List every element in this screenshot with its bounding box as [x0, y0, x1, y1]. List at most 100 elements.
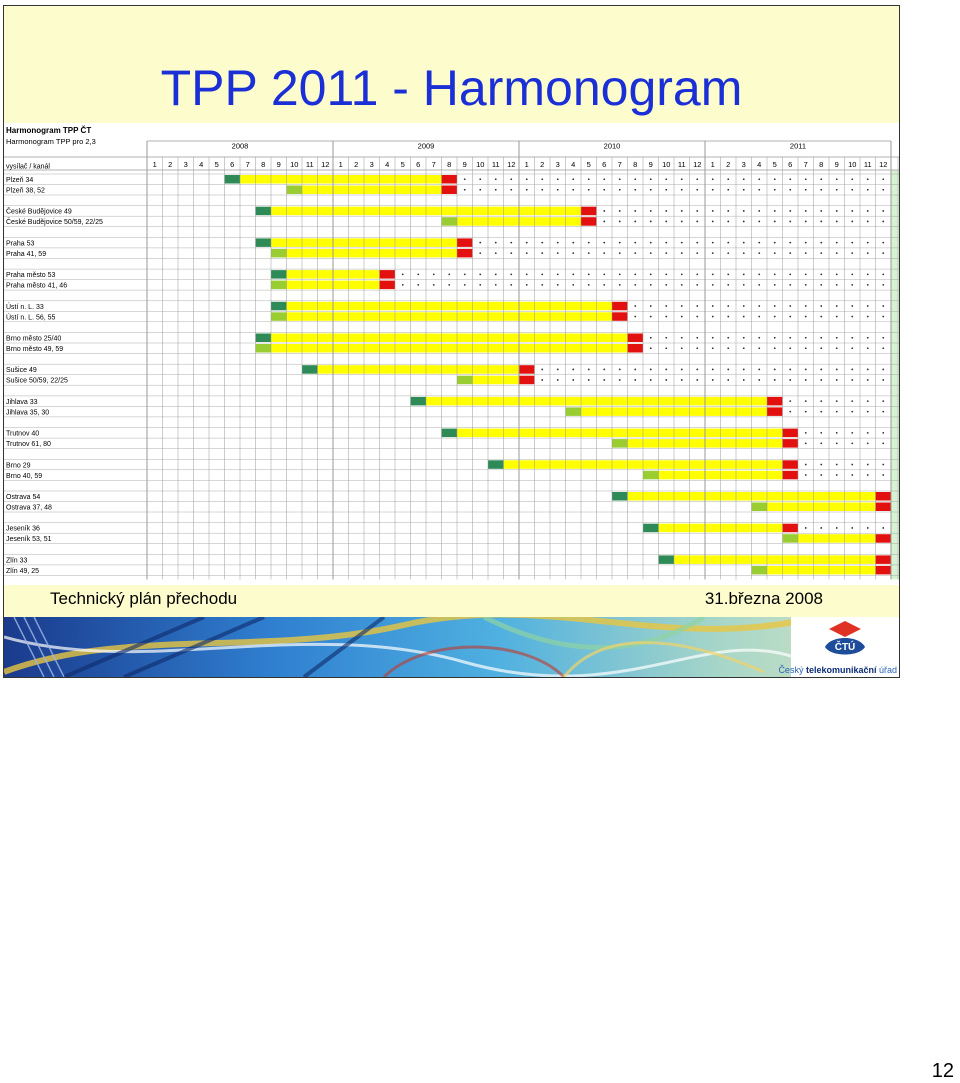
post-switch-marker: [835, 305, 838, 307]
post-switch-marker: [587, 283, 590, 286]
transition-start-cell: [302, 365, 318, 374]
schedule-sheet: Harmonogram TPP ČT Harmonogram TPP pro 2,…: [4, 123, 899, 585]
post-switch-marker: [773, 305, 776, 307]
post-switch-marker: [696, 315, 699, 318]
station-label: Brno 29: [6, 462, 31, 469]
transition-start-cell: [271, 312, 287, 321]
post-switch-marker: [727, 336, 730, 339]
post-switch-marker: [494, 273, 497, 276]
post-switch-marker: [866, 283, 869, 286]
month-label: 8: [447, 160, 451, 169]
post-switch-marker: [665, 252, 668, 255]
month-label: 9: [649, 160, 653, 169]
post-switch-marker: [649, 241, 652, 244]
post-switch-marker: [851, 178, 854, 181]
station-label: Ostrava 54: [6, 494, 40, 501]
station-label: Trutnov 40: [6, 431, 39, 438]
station-label: Jihlava 35, 30: [6, 409, 49, 416]
post-switch-marker: [820, 315, 823, 318]
logo-caption: Český telekomunikační úřad: [778, 665, 897, 675]
post-switch-marker: [758, 220, 761, 223]
post-switch-marker: [820, 442, 823, 445]
post-switch-marker: [727, 283, 730, 286]
post-switch-marker: [851, 336, 854, 339]
switch-off-cell: [457, 248, 473, 258]
post-switch-marker: [587, 252, 590, 255]
station-label: Plzeň 38, 52: [6, 188, 45, 195]
post-switch-marker: [835, 463, 838, 466]
transition-start-cell: [457, 375, 473, 385]
ctu-logo-icon: ČTÚ: [825, 621, 865, 655]
post-switch-marker: [835, 188, 838, 191]
switch-off-cell: [875, 492, 891, 501]
footer-band: Technický plán přechodu 31.března 2008: [4, 585, 899, 617]
month-label: 1: [711, 160, 715, 169]
post-switch-marker: [603, 273, 606, 276]
post-switch-marker: [773, 379, 776, 381]
station-label: Jeseník 53, 51: [6, 536, 52, 543]
post-switch-marker: [696, 305, 699, 307]
transition-start-cell: [271, 248, 287, 258]
post-switch-marker: [634, 188, 637, 191]
footer-left-text: Technický plán přechodu: [50, 589, 238, 608]
post-switch-marker: [882, 368, 885, 371]
post-switch-marker: [572, 252, 575, 255]
post-switch-marker: [665, 178, 668, 181]
post-switch-marker: [804, 220, 807, 223]
post-switch-marker: [851, 252, 854, 255]
post-switch-marker: [541, 252, 544, 255]
post-switch-marker: [789, 188, 792, 191]
post-switch-marker: [820, 273, 823, 276]
post-switch-marker: [727, 315, 730, 318]
parallel-broadcast-bar: [271, 333, 628, 342]
post-switch-marker: [882, 527, 885, 529]
switch-off-cell: [627, 333, 643, 342]
month-label: 2: [354, 160, 358, 169]
post-switch-marker: [649, 273, 652, 276]
station-label: Plzeň 34: [6, 177, 33, 184]
post-switch-marker: [556, 283, 559, 286]
station-label: Ostrava 37, 48: [6, 505, 52, 512]
parallel-broadcast-bar: [286, 248, 457, 258]
post-switch-marker: [479, 283, 482, 286]
post-switch-marker: [820, 368, 823, 371]
transition-start-cell: [224, 175, 240, 184]
post-switch-marker: [665, 283, 668, 286]
slide-title: TPP 2011 - Harmonogram: [160, 60, 743, 116]
month-label: 5: [773, 160, 777, 169]
post-switch-marker: [711, 220, 714, 223]
post-switch-marker: [789, 220, 792, 223]
transition-start-cell: [643, 523, 659, 533]
post-switch-marker: [479, 178, 482, 181]
switch-off-cell: [875, 502, 891, 511]
post-switch-marker: [742, 379, 745, 381]
post-switch-marker: [696, 336, 699, 339]
post-switch-marker: [634, 273, 637, 276]
post-switch-marker: [851, 410, 854, 413]
post-switch-marker: [463, 178, 466, 181]
post-switch-marker: [789, 379, 792, 381]
month-label: 10: [290, 160, 298, 169]
post-switch-marker: [494, 178, 497, 181]
post-switch-marker: [804, 188, 807, 191]
post-switch-marker: [835, 400, 838, 403]
page-number: 12: [931, 1060, 954, 1082]
switch-off-cell: [441, 185, 457, 194]
month-label: 5: [587, 160, 591, 169]
post-switch-marker: [603, 241, 606, 244]
post-switch-marker: [649, 210, 652, 212]
post-switch-marker: [773, 368, 776, 371]
post-switch-marker: [541, 368, 544, 371]
post-switch-marker: [711, 336, 714, 339]
switch-off-cell: [379, 280, 395, 290]
post-switch-marker: [742, 241, 745, 244]
post-switch-marker: [618, 220, 621, 223]
post-switch-marker: [882, 273, 885, 276]
post-switch-marker: [882, 431, 885, 434]
post-switch-marker: [727, 220, 730, 223]
station-label: Praha město 53: [6, 272, 56, 279]
post-switch-marker: [758, 315, 761, 318]
post-switch-marker: [882, 305, 885, 307]
post-switch-marker: [835, 527, 838, 529]
post-switch-marker: [603, 252, 606, 255]
